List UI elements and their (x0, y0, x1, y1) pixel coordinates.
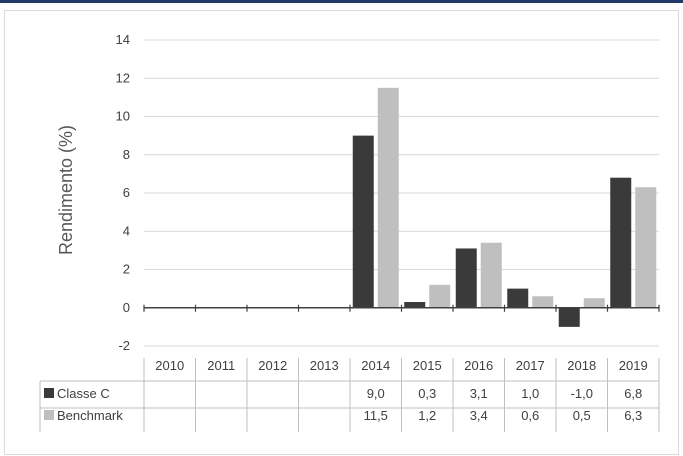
y-tick-label: 6 (123, 185, 130, 200)
legend-swatch-classe-c (44, 388, 54, 398)
data-label: 0,3 (418, 386, 436, 401)
data-label: 3,4 (470, 408, 488, 423)
bar-classe-c-2019 (610, 177, 632, 308)
data-label: 0,6 (521, 408, 539, 423)
data-label: 1,0 (521, 386, 539, 401)
data-label: -1,0 (571, 386, 593, 401)
x-tick-label: 2013 (310, 358, 339, 373)
bar-classe-c-2018 (558, 307, 580, 327)
x-tick-label: 2015 (413, 358, 442, 373)
data-label: 0,5 (573, 408, 591, 423)
legend-label-classe-c: Classe C (57, 386, 110, 401)
chart-area (4, 10, 679, 455)
y-tick-label: -2 (118, 338, 130, 353)
y-tick-label: 14 (116, 32, 130, 47)
bar-benchmark-2014 (377, 87, 399, 308)
y-tick-label: 4 (123, 223, 130, 238)
data-label: 1,2 (418, 408, 436, 423)
data-label: 6,8 (624, 386, 642, 401)
bar-classe-c-2015 (404, 302, 426, 308)
data-label: 6,3 (624, 408, 642, 423)
x-tick-label: 2019 (619, 358, 648, 373)
x-tick-label: 2016 (464, 358, 493, 373)
legend-swatch-benchmark (44, 410, 54, 420)
bar-classe-c-2017 (507, 288, 529, 308)
x-tick-label: 2018 (567, 358, 596, 373)
data-label: 9,0 (367, 386, 385, 401)
bar-benchmark-2019 (635, 187, 657, 308)
y-axis-label: Rendimento (%) (56, 125, 76, 255)
data-label: 3,1 (470, 386, 488, 401)
bar-classe-c-2014 (352, 135, 374, 308)
x-tick-label: 2017 (516, 358, 545, 373)
bar-benchmark-2015 (429, 284, 451, 308)
bar-benchmark-2018 (583, 298, 605, 308)
y-tick-label: 0 (123, 300, 130, 315)
data-label: 11,5 (364, 408, 388, 423)
y-tick-label: 2 (123, 262, 130, 277)
bar-classe-c-2016 (455, 248, 477, 308)
x-tick-label: 2014 (361, 358, 390, 373)
x-tick-label: 2012 (258, 358, 287, 373)
x-tick-label: 2010 (155, 358, 184, 373)
bar-benchmark-2016 (480, 242, 502, 308)
y-tick-label: 10 (116, 109, 130, 124)
y-tick-label: 12 (116, 70, 130, 85)
bar-benchmark-2017 (532, 296, 554, 308)
x-tick-label: 2011 (207, 358, 235, 373)
legend-label-benchmark: Benchmark (57, 408, 123, 423)
y-tick-label: 8 (123, 147, 130, 162)
